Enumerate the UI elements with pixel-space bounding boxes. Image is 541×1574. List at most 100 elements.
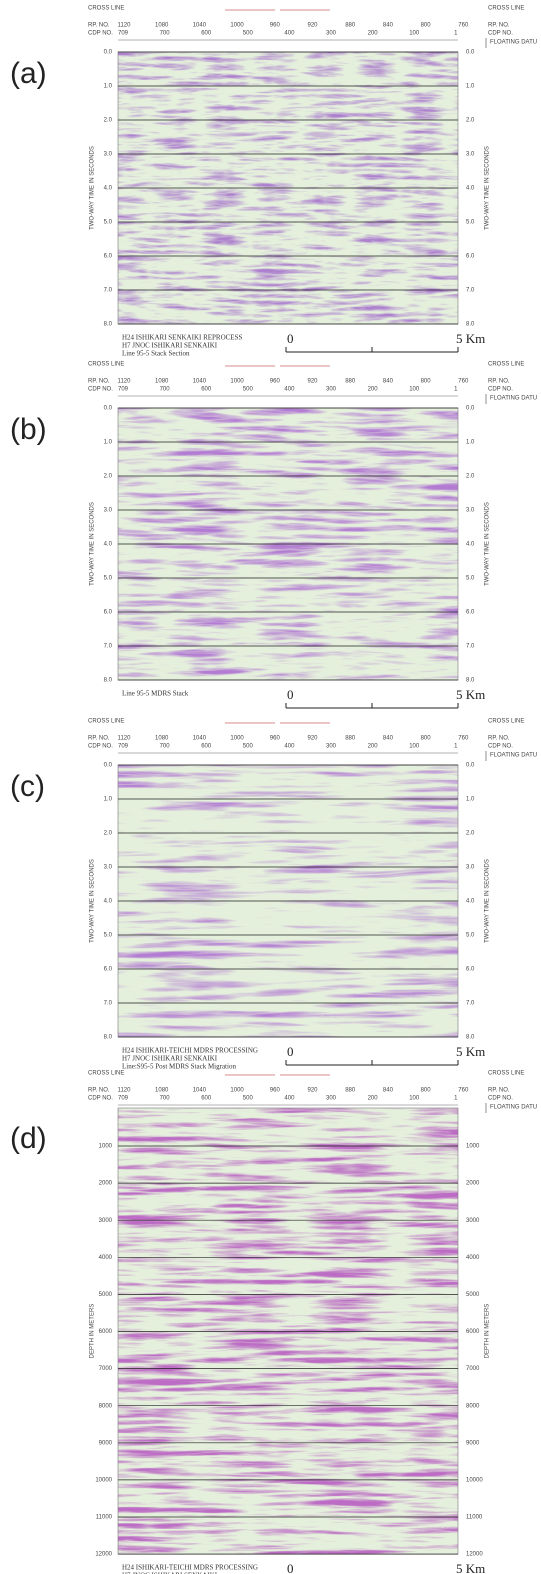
y-tick-left: 1.0: [104, 440, 113, 446]
y-tick-left: 0.0: [104, 406, 113, 412]
cdp-tick: 600: [201, 387, 212, 393]
y-tick-left: 6.0: [104, 254, 113, 260]
y-tick-left: 1000: [99, 1144, 113, 1150]
y-tick-right: 1.0: [466, 440, 475, 446]
rp-no: RP. NO.: [88, 736, 110, 742]
y-tick-right: 1000: [466, 1144, 480, 1150]
rp-no: RP. NO.: [488, 379, 510, 385]
scale-end: 5 Km: [456, 1561, 485, 1574]
rp-tick: 760: [458, 23, 469, 29]
y-tick-left: 8.0: [104, 678, 113, 684]
y-tick-left: 2000: [99, 1181, 113, 1187]
cdp-tick: 709: [118, 387, 129, 393]
cdp-tick: 100: [409, 387, 420, 393]
cdp-tick: 300: [326, 1096, 337, 1102]
panel-label: (d): [10, 1122, 47, 1155]
cdp-tick: 200: [368, 744, 379, 750]
rp-no: RP. NO.: [488, 736, 510, 742]
rp-tick: 1080: [155, 23, 169, 29]
cdp-no: CDP NO.: [488, 31, 513, 37]
cdp-tick: 600: [201, 1096, 212, 1102]
rp-tick: 920: [307, 736, 318, 742]
cdp-tick: 1: [454, 387, 458, 393]
scale-end: 5 Km: [456, 687, 485, 702]
rp-tick: 840: [383, 1088, 394, 1094]
y-tick-left: 7.0: [104, 1001, 113, 1007]
y-tick-right: 5.0: [466, 576, 475, 582]
rp-tick: 880: [345, 736, 356, 742]
y-tick-right: 1.0: [466, 84, 475, 90]
cdp-tick: 400: [284, 1096, 295, 1102]
rp-no: RP. NO.: [88, 379, 110, 385]
rp-tick: 960: [270, 379, 281, 385]
caption: H24 ISHIKARI SENKAIKI REPROCESS: [122, 334, 242, 342]
floating-datum: FLOATING DATU: [490, 1105, 537, 1111]
rp-tick: 800: [421, 379, 432, 385]
y-tick-left: 10000: [95, 1477, 112, 1483]
y-tick-left: 11000: [96, 1515, 113, 1521]
cdp-tick: 709: [118, 1096, 129, 1102]
cdp-tick: 100: [409, 744, 420, 750]
y-tick-left: 5.0: [104, 576, 113, 582]
y-tick-left: 5.0: [104, 220, 113, 226]
y-tick-right: 3000: [466, 1218, 480, 1224]
y-tick-left: 4.0: [104, 542, 113, 548]
cross-line: CROSS LINE: [488, 362, 524, 368]
floating-datum: FLOATING DATU: [490, 753, 537, 759]
rp-tick: 960: [270, 1088, 281, 1094]
y-tick-right: 2000: [466, 1181, 480, 1187]
cdp-no: CDP NO.: [88, 1096, 113, 1102]
axis-label: DEPTH IN METERS: [485, 1304, 491, 1359]
y-tick-right: 7.0: [466, 1001, 475, 1007]
rp-tick: 1040: [193, 379, 207, 385]
cdp-tick: 700: [160, 387, 171, 393]
scale-zero: 0: [287, 331, 294, 346]
rp-tick: 880: [345, 23, 356, 29]
axis-label: TWO-WAY TIME IN SECONDS: [485, 146, 491, 230]
rp-tick: 800: [421, 736, 432, 742]
y-tick-right: 3.0: [466, 508, 475, 514]
y-tick-left: 5000: [99, 1292, 113, 1298]
rp-tick: 1000: [230, 736, 244, 742]
rp-tick: 1120: [118, 379, 132, 385]
y-tick-right: 2.0: [466, 831, 475, 837]
rp-tick: 1120: [118, 736, 132, 742]
y-tick-left: 0.0: [104, 50, 113, 56]
y-tick-left: 0.0: [104, 763, 113, 769]
y-tick-left: 8.0: [104, 1035, 113, 1041]
rp-tick: 800: [421, 23, 432, 29]
cdp-tick: 500: [243, 31, 254, 37]
rp-tick: 960: [270, 736, 281, 742]
rp-tick: 1120: [118, 1088, 132, 1094]
rp-tick: 1000: [230, 379, 244, 385]
rp-tick: 960: [270, 23, 281, 29]
cross-line: CROSS LINE: [488, 6, 524, 12]
cdp-no: CDP NO.: [488, 1096, 513, 1102]
y-tick-left: 4000: [99, 1255, 113, 1261]
rp-tick: 1000: [230, 1088, 244, 1094]
rp-tick: 880: [345, 1088, 356, 1094]
caption: H7 JNOC ISHIKARI SENKAIKI: [122, 1572, 218, 1574]
y-tick-right: 3.0: [466, 865, 475, 871]
cdp-no: CDP NO.: [88, 387, 113, 393]
cdp-tick: 400: [284, 744, 295, 750]
y-tick-left: 12000: [95, 1552, 112, 1558]
y-tick-right: 8.0: [466, 678, 475, 684]
rp-tick: 1000: [230, 23, 244, 29]
cdp-tick: 1: [454, 31, 458, 37]
y-tick-right: 4.0: [466, 186, 475, 192]
rp-tick: 760: [458, 379, 469, 385]
cross-line: CROSS LINE: [88, 719, 124, 725]
y-tick-right: 11000: [466, 1515, 483, 1521]
rp-tick: 840: [383, 379, 394, 385]
panel-label: (a): [10, 57, 47, 90]
rp-tick: 840: [383, 23, 394, 29]
y-tick-right: 6.0: [466, 254, 475, 260]
y-tick-right: 5.0: [466, 220, 475, 226]
y-tick-left: 1.0: [104, 797, 113, 803]
cdp-tick: 600: [201, 31, 212, 37]
scale-zero: 0: [287, 687, 294, 702]
y-tick-left: 6000: [99, 1329, 113, 1335]
y-tick-right: 8.0: [466, 322, 475, 328]
axis-label: TWO-WAY TIME IN SECONDS: [485, 859, 491, 943]
